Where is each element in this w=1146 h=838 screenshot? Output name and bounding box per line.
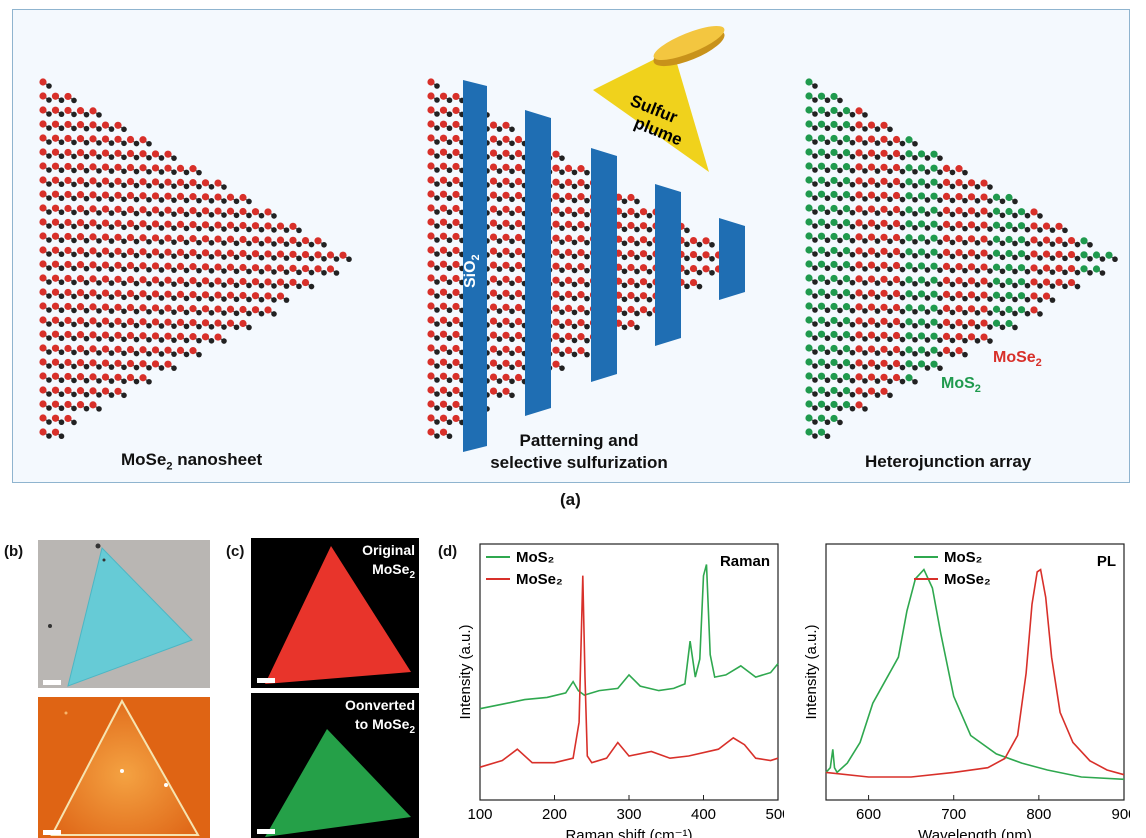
x-axis-label: Raman shift (cm⁻¹) [565,827,692,838]
scale-bar [43,680,61,685]
x-tick-label: 500 [765,806,784,823]
x-axis-label: Wavelength (nm) [918,827,1032,838]
legend-label: MoS₂ [516,549,554,566]
x-tick-label: 600 [856,806,881,823]
x-tick-label: 100 [467,806,492,823]
lattice-schematic: Sulfur plume SiO2 MoSe2 MoS2 [39,26,1118,452]
y-axis-label: Intensity (a.u.) [457,624,474,719]
sulfur-source: Sulfur plume [593,26,725,172]
sio2-mask-strip [719,218,745,300]
chart-title: PL [1097,553,1116,570]
green-flake [265,729,411,837]
chart-title: Raman [720,553,770,570]
heterojunction-lattice [805,78,1118,440]
panel-d-tag: (d) [438,543,458,560]
legend-label: MoS₂ [944,549,982,566]
series-line-1 [479,575,779,768]
sio2-mask-strip [463,80,487,452]
heterojunction-label: Heterojunction array [865,452,1032,471]
x-tick-label: 300 [616,806,641,823]
scale-bar [257,829,275,834]
panel-b-tag: (b) [4,543,24,560]
scale-bar [43,830,61,835]
mose2-region-label: MoSe2 [993,349,1042,369]
raman-map-converted: Oonverted to MoSe2 [251,693,419,838]
red-flake [265,546,411,684]
panel-c-tag: (c) [226,543,245,560]
series-line-0 [825,568,1125,781]
afm-image [38,697,210,838]
raman-chart: 100 200 300 400 500 Raman shift (cm⁻¹) Intensi… [457,543,784,838]
sio2-mask-strip [655,184,681,346]
converted-label: Oonverted to MoSe2 [344,697,415,736]
nanosheet-label: MoSe2 nanosheet [121,450,263,473]
x-tick-label: 200 [542,806,567,823]
x-tick-label: 700 [941,806,966,823]
x-tick-label: 400 [691,806,716,823]
pl-chart: 600 700 800 900 Wavelength (nm) Intensity (a.… [803,543,1130,838]
legend-label: MoSe₂ [516,571,563,588]
schematic-panel: Sulfur plume SiO2 MoSe2 MoS2 MoSe2 nanos… [12,9,1130,483]
sio2-label: SiO2 [462,254,482,288]
series-line-1 [825,568,1125,778]
plot-frame [825,543,1125,801]
optical-image [38,540,210,688]
x-tick-label: 900 [1111,806,1130,823]
scale-bar [257,678,275,683]
x-tick-label: 800 [1026,806,1051,823]
mos2-region-label: MoS2 [941,375,981,395]
mose2-lattice [39,78,352,440]
sio2-mask-strip [591,148,617,382]
patterning-label: Patterning and selective sulfurization [490,431,668,472]
sio2-mask-strip [525,110,551,416]
sulfur-plume-cone [593,50,709,172]
panel-a-tag: (a) [560,490,581,509]
legend-label: MoSe₂ [944,571,991,588]
series-line-0 [479,564,779,710]
sio2-masks [463,80,745,452]
y-axis-label: Intensity (a.u.) [803,624,820,719]
afm-flake [38,697,210,838]
original-label: Original MoSe2 [362,542,415,581]
raman-map-original: Original MoSe2 [251,538,419,688]
optical-flake [48,543,193,687]
